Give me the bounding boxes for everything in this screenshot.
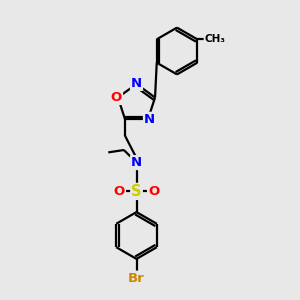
Text: N: N [131,77,142,90]
Text: CH₃: CH₃ [205,34,226,44]
Text: S: S [131,184,142,199]
Text: O: O [111,91,122,104]
Text: N: N [144,113,155,126]
Text: N: N [131,156,142,169]
Text: Br: Br [128,272,145,285]
Text: O: O [114,185,125,198]
Text: O: O [148,185,159,198]
